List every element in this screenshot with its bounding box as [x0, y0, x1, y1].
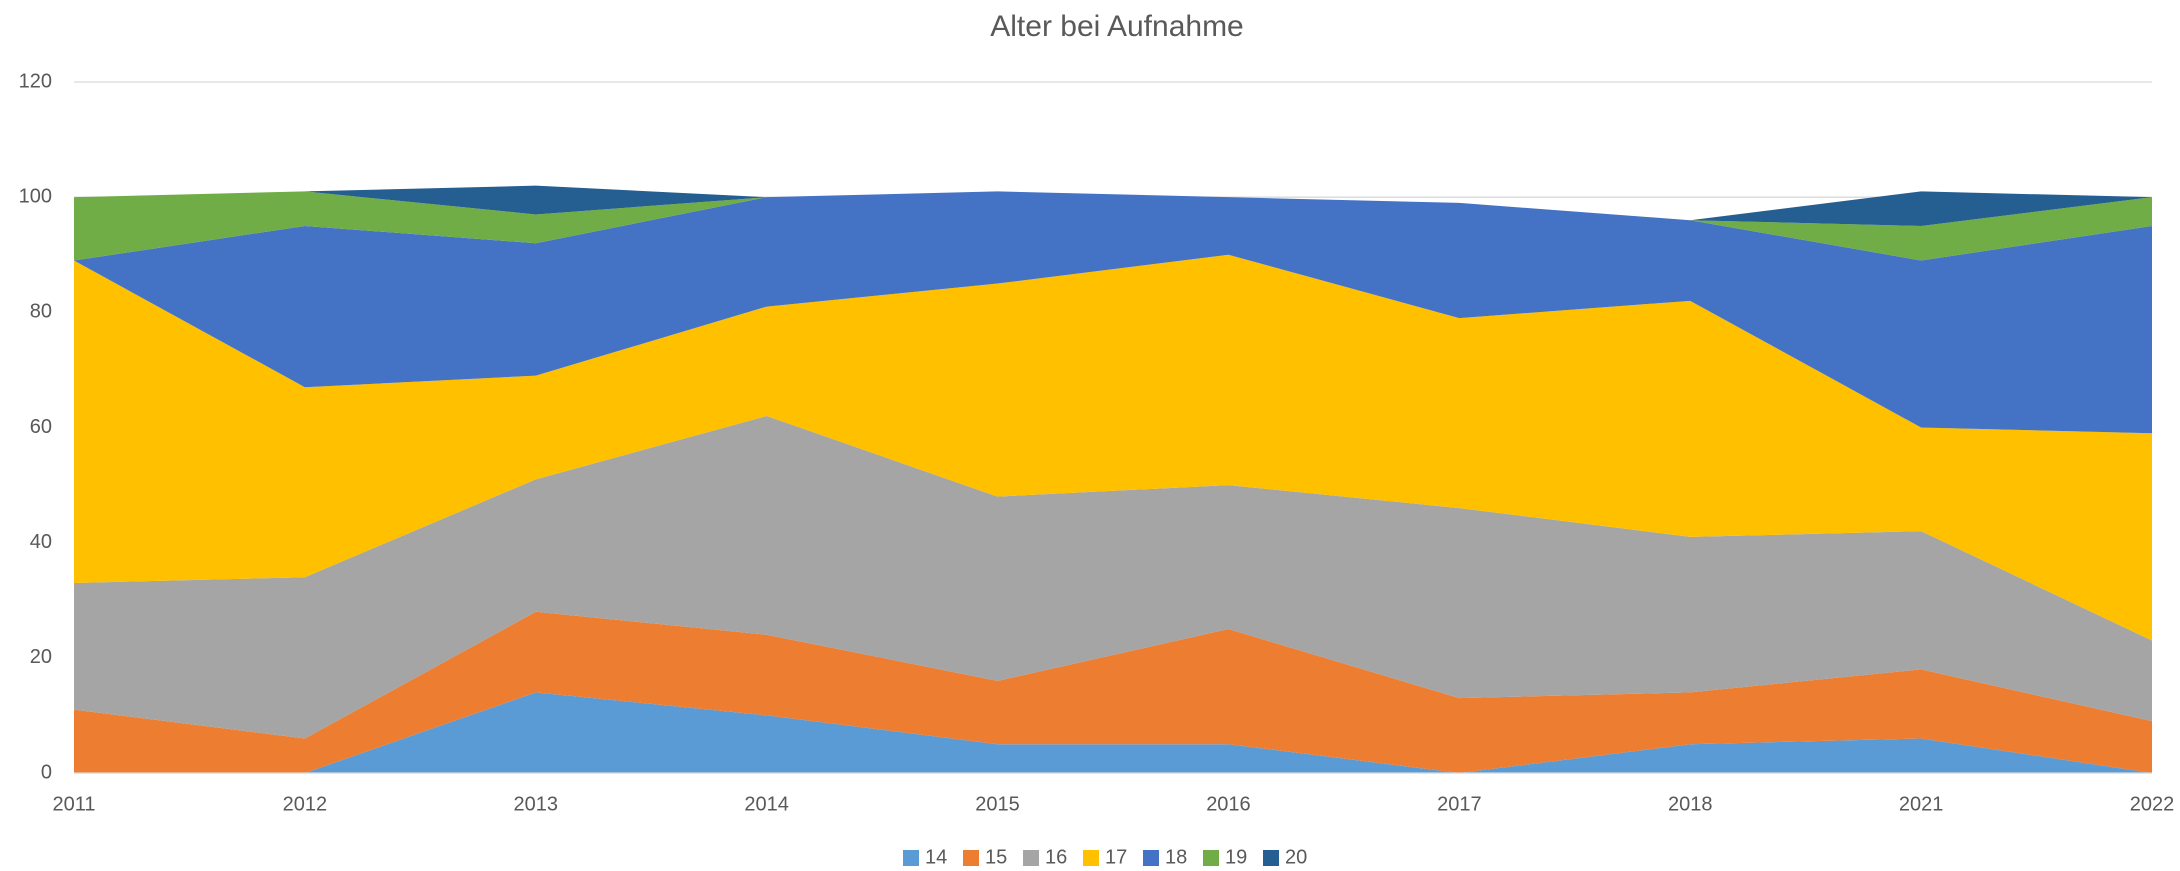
- legend-swatch: [1263, 850, 1279, 866]
- x-tick-label: 2021: [1899, 793, 1944, 815]
- y-tick-label: 100: [19, 185, 52, 207]
- legend-label: 18: [1165, 846, 1187, 868]
- legend-label: 20: [1285, 846, 1307, 868]
- area: [74, 415, 2152, 739]
- legend-label: 16: [1045, 846, 1067, 868]
- x-tick-label: 2012: [283, 793, 328, 815]
- area: [74, 692, 2152, 773]
- x-tick-label: 2018: [1668, 793, 1713, 815]
- legend-label: 19: [1225, 846, 1247, 868]
- x-tick-label: 2022: [2130, 793, 2175, 815]
- x-tick-label: 2015: [975, 793, 1020, 815]
- legend-label: 15: [985, 846, 1007, 868]
- x-tick-label: 2011: [52, 793, 95, 815]
- area: [74, 191, 2152, 434]
- legend-swatch: [1083, 850, 1099, 866]
- legend-swatch: [963, 850, 979, 866]
- legend-label: 17: [1105, 846, 1127, 868]
- area: [74, 185, 2152, 226]
- y-tick-label: 120: [19, 70, 52, 92]
- x-tick-label: 2014: [744, 793, 789, 815]
- legend-swatch: [1143, 850, 1159, 866]
- y-tick-label: 20: [30, 646, 52, 668]
- y-tick-label: 60: [30, 416, 52, 438]
- legend-swatch: [1203, 850, 1219, 866]
- x-tick-label: 2013: [514, 793, 559, 815]
- legend-swatch: [903, 850, 919, 866]
- chart-title: Alter bei Aufnahme: [990, 10, 1244, 43]
- legend-label: 14: [925, 846, 947, 868]
- x-tick-label: 2016: [1206, 793, 1251, 815]
- y-tick-label: 80: [30, 301, 52, 323]
- area: [74, 254, 2152, 641]
- y-tick-label: 40: [30, 531, 52, 553]
- legend-swatch: [1023, 850, 1039, 866]
- y-tick-label: 0: [41, 761, 52, 783]
- area: [74, 191, 2152, 261]
- area: [74, 611, 2152, 773]
- x-tick-label: 2017: [1437, 793, 1482, 815]
